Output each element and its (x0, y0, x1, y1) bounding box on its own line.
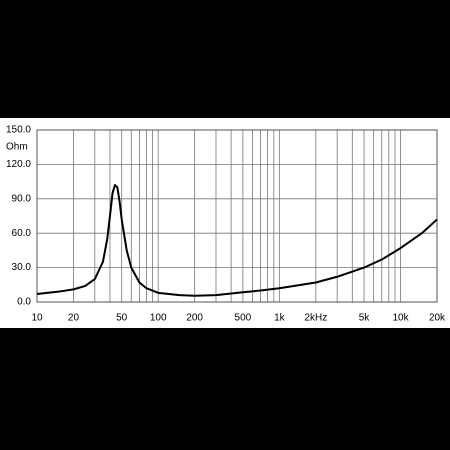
y-tick-label: 60.0 (12, 228, 32, 239)
x-tick-label: 1k (274, 313, 286, 324)
x-tick-label: 50 (116, 313, 128, 324)
y-unit-label: Ohm (6, 142, 28, 153)
x-tick-label: 200 (186, 313, 203, 324)
x-tick-label: 5k (359, 313, 371, 324)
y-tick-label: 120.0 (6, 159, 31, 170)
x-tick-label: 10 (31, 313, 43, 324)
y-tick-label: 90.0 (12, 193, 32, 204)
y-tick-label: 30.0 (12, 262, 32, 273)
chart-panel (0, 118, 450, 328)
x-tick-label: 500 (235, 313, 252, 324)
x-tick-label: 100 (150, 313, 167, 324)
y-tick-label: 150.0 (6, 125, 31, 136)
x-tick-label: 2kHz (304, 313, 327, 324)
plot-frame (36, 129, 438, 303)
impedance-curve (36, 184, 438, 297)
y-tick-label: 0.0 (17, 297, 31, 308)
x-tick-label: 20k (429, 313, 446, 324)
x-tick-label: 10k (392, 313, 409, 324)
x-tick-label: 20 (68, 313, 80, 324)
